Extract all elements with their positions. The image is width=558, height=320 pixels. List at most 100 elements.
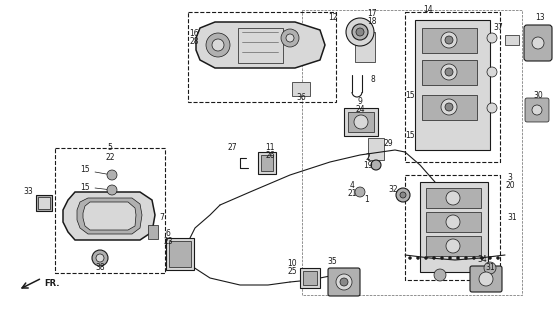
Text: 28: 28 [189, 37, 199, 46]
Bar [55, 148, 165, 273]
Circle shape [441, 32, 457, 48]
Bar [166, 238, 194, 270]
Bar [348, 112, 374, 132]
Bar [258, 152, 276, 174]
Bar [505, 35, 519, 45]
Bar [426, 236, 481, 256]
Text: 4: 4 [349, 180, 354, 189]
Bar [368, 138, 384, 160]
Text: 31: 31 [507, 213, 517, 222]
Circle shape [416, 257, 420, 260]
Bar [292, 82, 310, 96]
Text: 23: 23 [163, 237, 173, 246]
Text: 17: 17 [367, 10, 377, 19]
Circle shape [480, 257, 483, 260]
Text: 24: 24 [355, 106, 365, 115]
Polygon shape [83, 202, 136, 230]
Circle shape [356, 28, 364, 36]
Circle shape [286, 34, 294, 42]
Text: 37: 37 [493, 23, 503, 33]
Bar [426, 212, 481, 232]
Bar [415, 20, 490, 150]
Bar [148, 225, 158, 239]
Bar [344, 108, 378, 136]
Text: 6: 6 [166, 229, 170, 238]
Text: 19: 19 [363, 162, 373, 171]
Bar [422, 95, 477, 120]
Text: 5: 5 [108, 143, 113, 153]
Circle shape [107, 185, 117, 195]
Text: 31: 31 [485, 263, 495, 273]
Text: 10: 10 [287, 260, 297, 268]
Circle shape [449, 257, 451, 260]
Text: 26: 26 [265, 151, 275, 161]
Circle shape [497, 257, 499, 260]
Circle shape [400, 192, 406, 198]
Text: 2: 2 [365, 154, 371, 163]
Polygon shape [63, 192, 155, 240]
Circle shape [212, 39, 224, 51]
Bar [302, 10, 522, 295]
Circle shape [473, 257, 475, 260]
Circle shape [340, 278, 348, 286]
Circle shape [446, 215, 460, 229]
Text: 14: 14 [423, 5, 433, 14]
Circle shape [456, 257, 459, 260]
Text: 12: 12 [328, 13, 338, 22]
Circle shape [434, 269, 446, 281]
Circle shape [408, 257, 411, 260]
Circle shape [464, 257, 468, 260]
Bar [261, 155, 273, 171]
Text: 15: 15 [80, 165, 90, 174]
Text: 7: 7 [160, 213, 165, 222]
Circle shape [446, 239, 460, 253]
Text: 25: 25 [287, 268, 297, 276]
Circle shape [441, 99, 457, 115]
Bar [422, 60, 477, 85]
Text: 34: 34 [477, 255, 487, 265]
Bar [422, 28, 477, 53]
Circle shape [206, 33, 230, 57]
Text: 9: 9 [358, 98, 363, 107]
Text: 21: 21 [347, 188, 357, 197]
Circle shape [445, 103, 453, 111]
Text: 36: 36 [296, 93, 306, 102]
Text: 27: 27 [227, 143, 237, 153]
Circle shape [487, 67, 497, 77]
Circle shape [487, 103, 497, 113]
Text: 29: 29 [383, 139, 393, 148]
Circle shape [479, 272, 493, 286]
Circle shape [532, 105, 542, 115]
Bar [355, 32, 375, 62]
Text: 8: 8 [371, 76, 376, 84]
Circle shape [425, 257, 427, 260]
Circle shape [446, 191, 460, 205]
Bar [405, 12, 500, 162]
Text: 3: 3 [508, 173, 512, 182]
Polygon shape [196, 22, 325, 68]
Circle shape [92, 250, 108, 266]
Text: 13: 13 [535, 13, 545, 22]
Text: 15: 15 [405, 91, 415, 100]
Text: 18: 18 [367, 18, 377, 27]
Circle shape [445, 36, 453, 44]
Bar [426, 188, 481, 208]
Text: 22: 22 [105, 153, 115, 162]
Text: 32: 32 [388, 186, 398, 195]
FancyBboxPatch shape [328, 268, 360, 296]
FancyBboxPatch shape [470, 266, 502, 292]
Bar [300, 268, 320, 288]
Circle shape [396, 188, 410, 202]
Circle shape [488, 257, 492, 260]
Bar [238, 28, 283, 63]
Circle shape [352, 24, 368, 40]
Circle shape [107, 170, 117, 180]
FancyBboxPatch shape [524, 25, 552, 61]
Text: 11: 11 [265, 143, 275, 153]
Text: FR.: FR. [44, 278, 60, 287]
Text: 20: 20 [505, 181, 515, 190]
Circle shape [532, 37, 544, 49]
Text: 30: 30 [533, 91, 543, 100]
Circle shape [487, 33, 497, 43]
Bar [188, 12, 336, 102]
